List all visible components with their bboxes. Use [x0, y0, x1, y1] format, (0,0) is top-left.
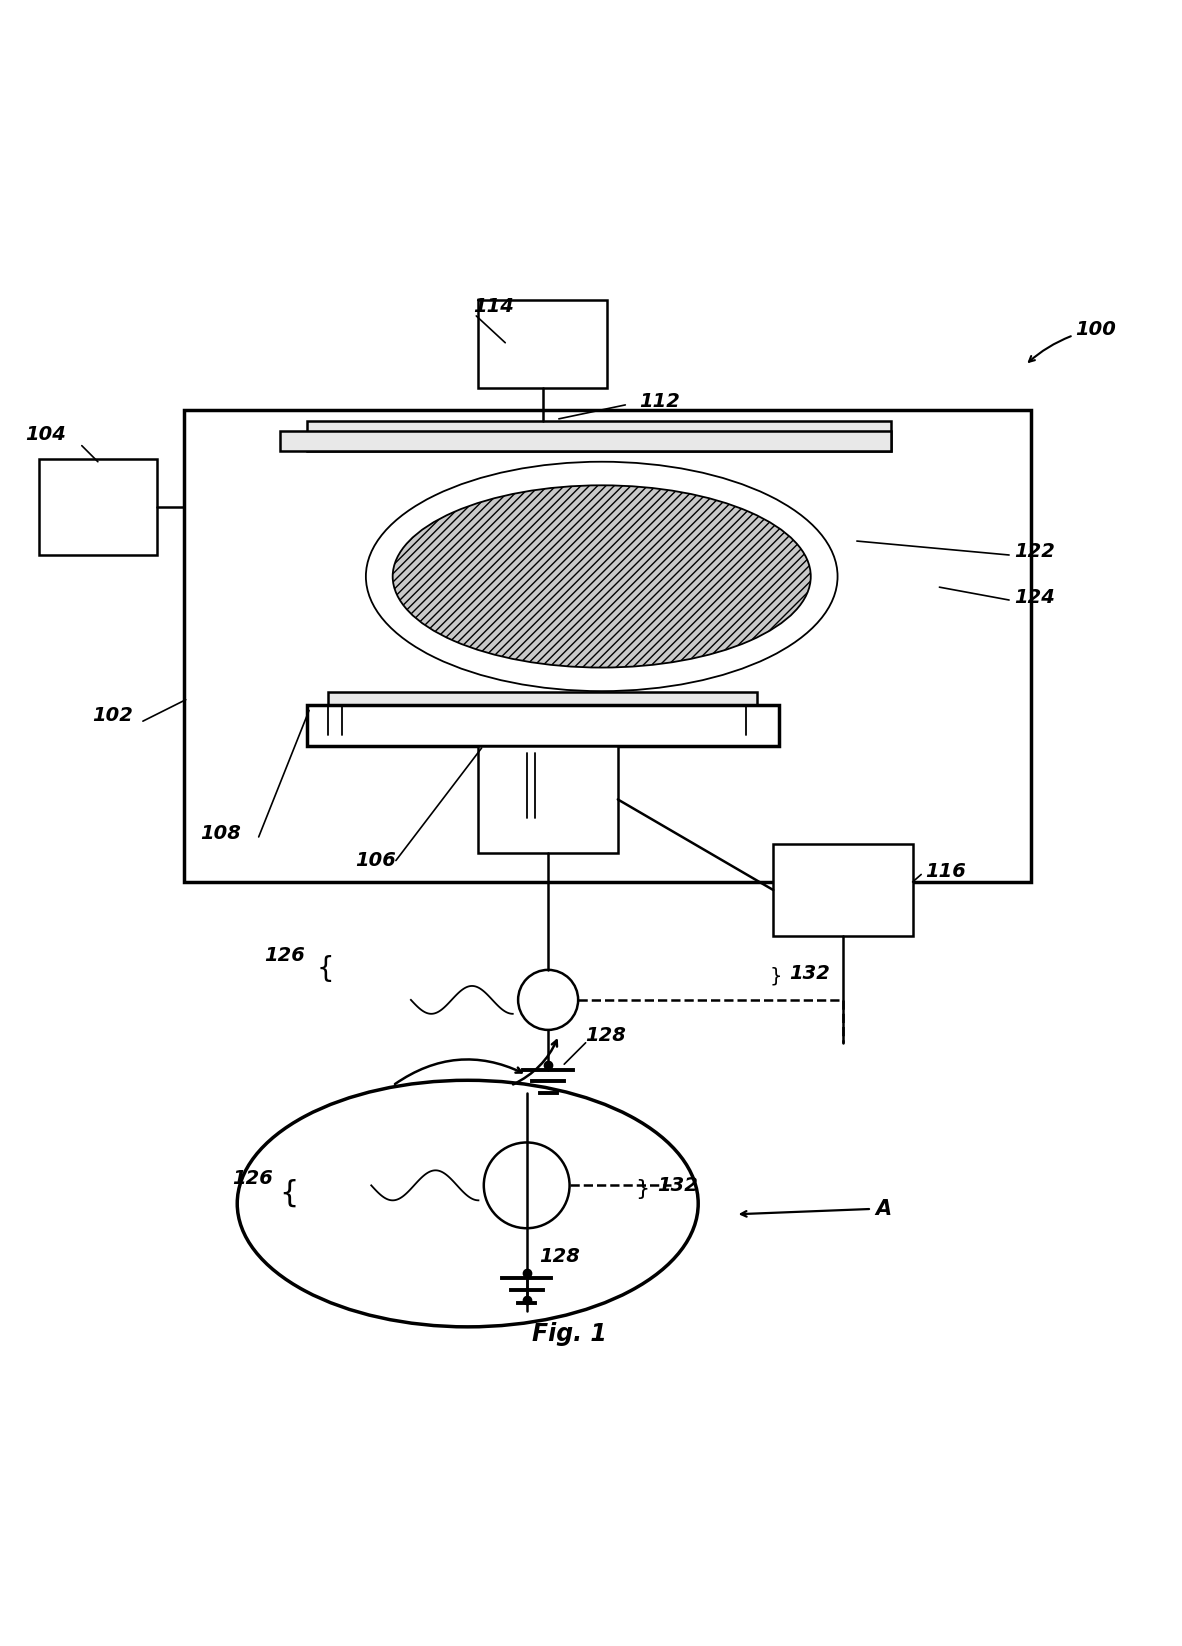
- Text: 100: 100: [1076, 321, 1117, 339]
- Bar: [329, 693, 758, 708]
- Bar: [280, 431, 891, 451]
- Text: 124: 124: [1014, 588, 1056, 607]
- Text: 128: 128: [539, 1246, 580, 1266]
- Text: 132: 132: [790, 963, 830, 983]
- Text: 128: 128: [585, 1025, 626, 1045]
- Text: }: }: [769, 966, 781, 986]
- Ellipse shape: [238, 1080, 699, 1327]
- Bar: [307, 421, 891, 451]
- Text: 114: 114: [473, 296, 514, 316]
- Text: 126: 126: [264, 946, 305, 966]
- Text: 116: 116: [926, 863, 967, 881]
- Bar: [307, 704, 779, 746]
- Bar: [479, 300, 608, 388]
- Text: 122: 122: [1014, 542, 1056, 561]
- Text: 102: 102: [92, 706, 134, 726]
- Text: 112: 112: [639, 392, 680, 412]
- Ellipse shape: [392, 486, 811, 668]
- Text: A: A: [875, 1198, 891, 1220]
- Text: 126: 126: [232, 1169, 273, 1188]
- Bar: [39, 459, 157, 555]
- Text: }: }: [636, 1179, 650, 1198]
- Text: 108: 108: [200, 825, 241, 843]
- Bar: [183, 410, 1031, 882]
- Text: {: {: [279, 1179, 298, 1208]
- Bar: [773, 844, 913, 935]
- Text: 132: 132: [657, 1175, 699, 1195]
- Bar: [479, 746, 618, 853]
- Text: Fig. 1: Fig. 1: [532, 1322, 608, 1346]
- Text: {: {: [317, 955, 335, 983]
- Ellipse shape: [366, 463, 838, 691]
- Text: 104: 104: [25, 425, 66, 444]
- Text: 106: 106: [355, 851, 396, 871]
